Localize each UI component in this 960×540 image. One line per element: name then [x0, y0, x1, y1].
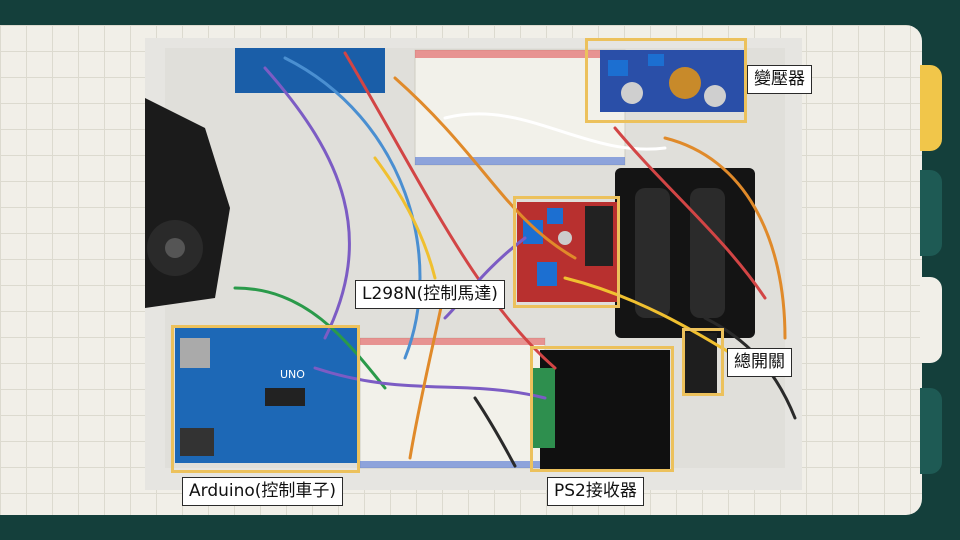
breadboard-top: [414, 49, 626, 166]
robot-car-photo: UNO: [145, 38, 802, 490]
main-switch-highlight: [682, 328, 724, 396]
l298n-highlight: [513, 196, 620, 308]
l298n-label: L298N(控制馬達): [355, 280, 505, 309]
transformer-highlight: [585, 38, 747, 123]
arduino-uno-board: UNO: [175, 328, 357, 463]
side-tab-2[interactable]: [920, 170, 942, 256]
ps2-receiver-module: [533, 350, 670, 472]
main-switch-label: 總開關: [727, 348, 792, 377]
transformer-label: 變壓器: [747, 65, 812, 94]
breadboard-bottom: [359, 337, 546, 469]
uno-silkscreen: UNO: [280, 368, 305, 381]
side-tab-3[interactable]: [920, 277, 942, 363]
ps2-receiver-label: PS2接收器: [547, 477, 644, 506]
side-tab-1[interactable]: [920, 65, 942, 151]
arduino-highlight: [171, 325, 360, 473]
arduino-top-board: [235, 48, 385, 93]
side-tab-4[interactable]: [920, 388, 942, 474]
battery-holder: [615, 168, 755, 338]
arduino-label: Arduino(控制車子): [182, 477, 344, 506]
ps2-receiver-highlight: [530, 346, 674, 472]
transformer-module: [600, 50, 745, 112]
